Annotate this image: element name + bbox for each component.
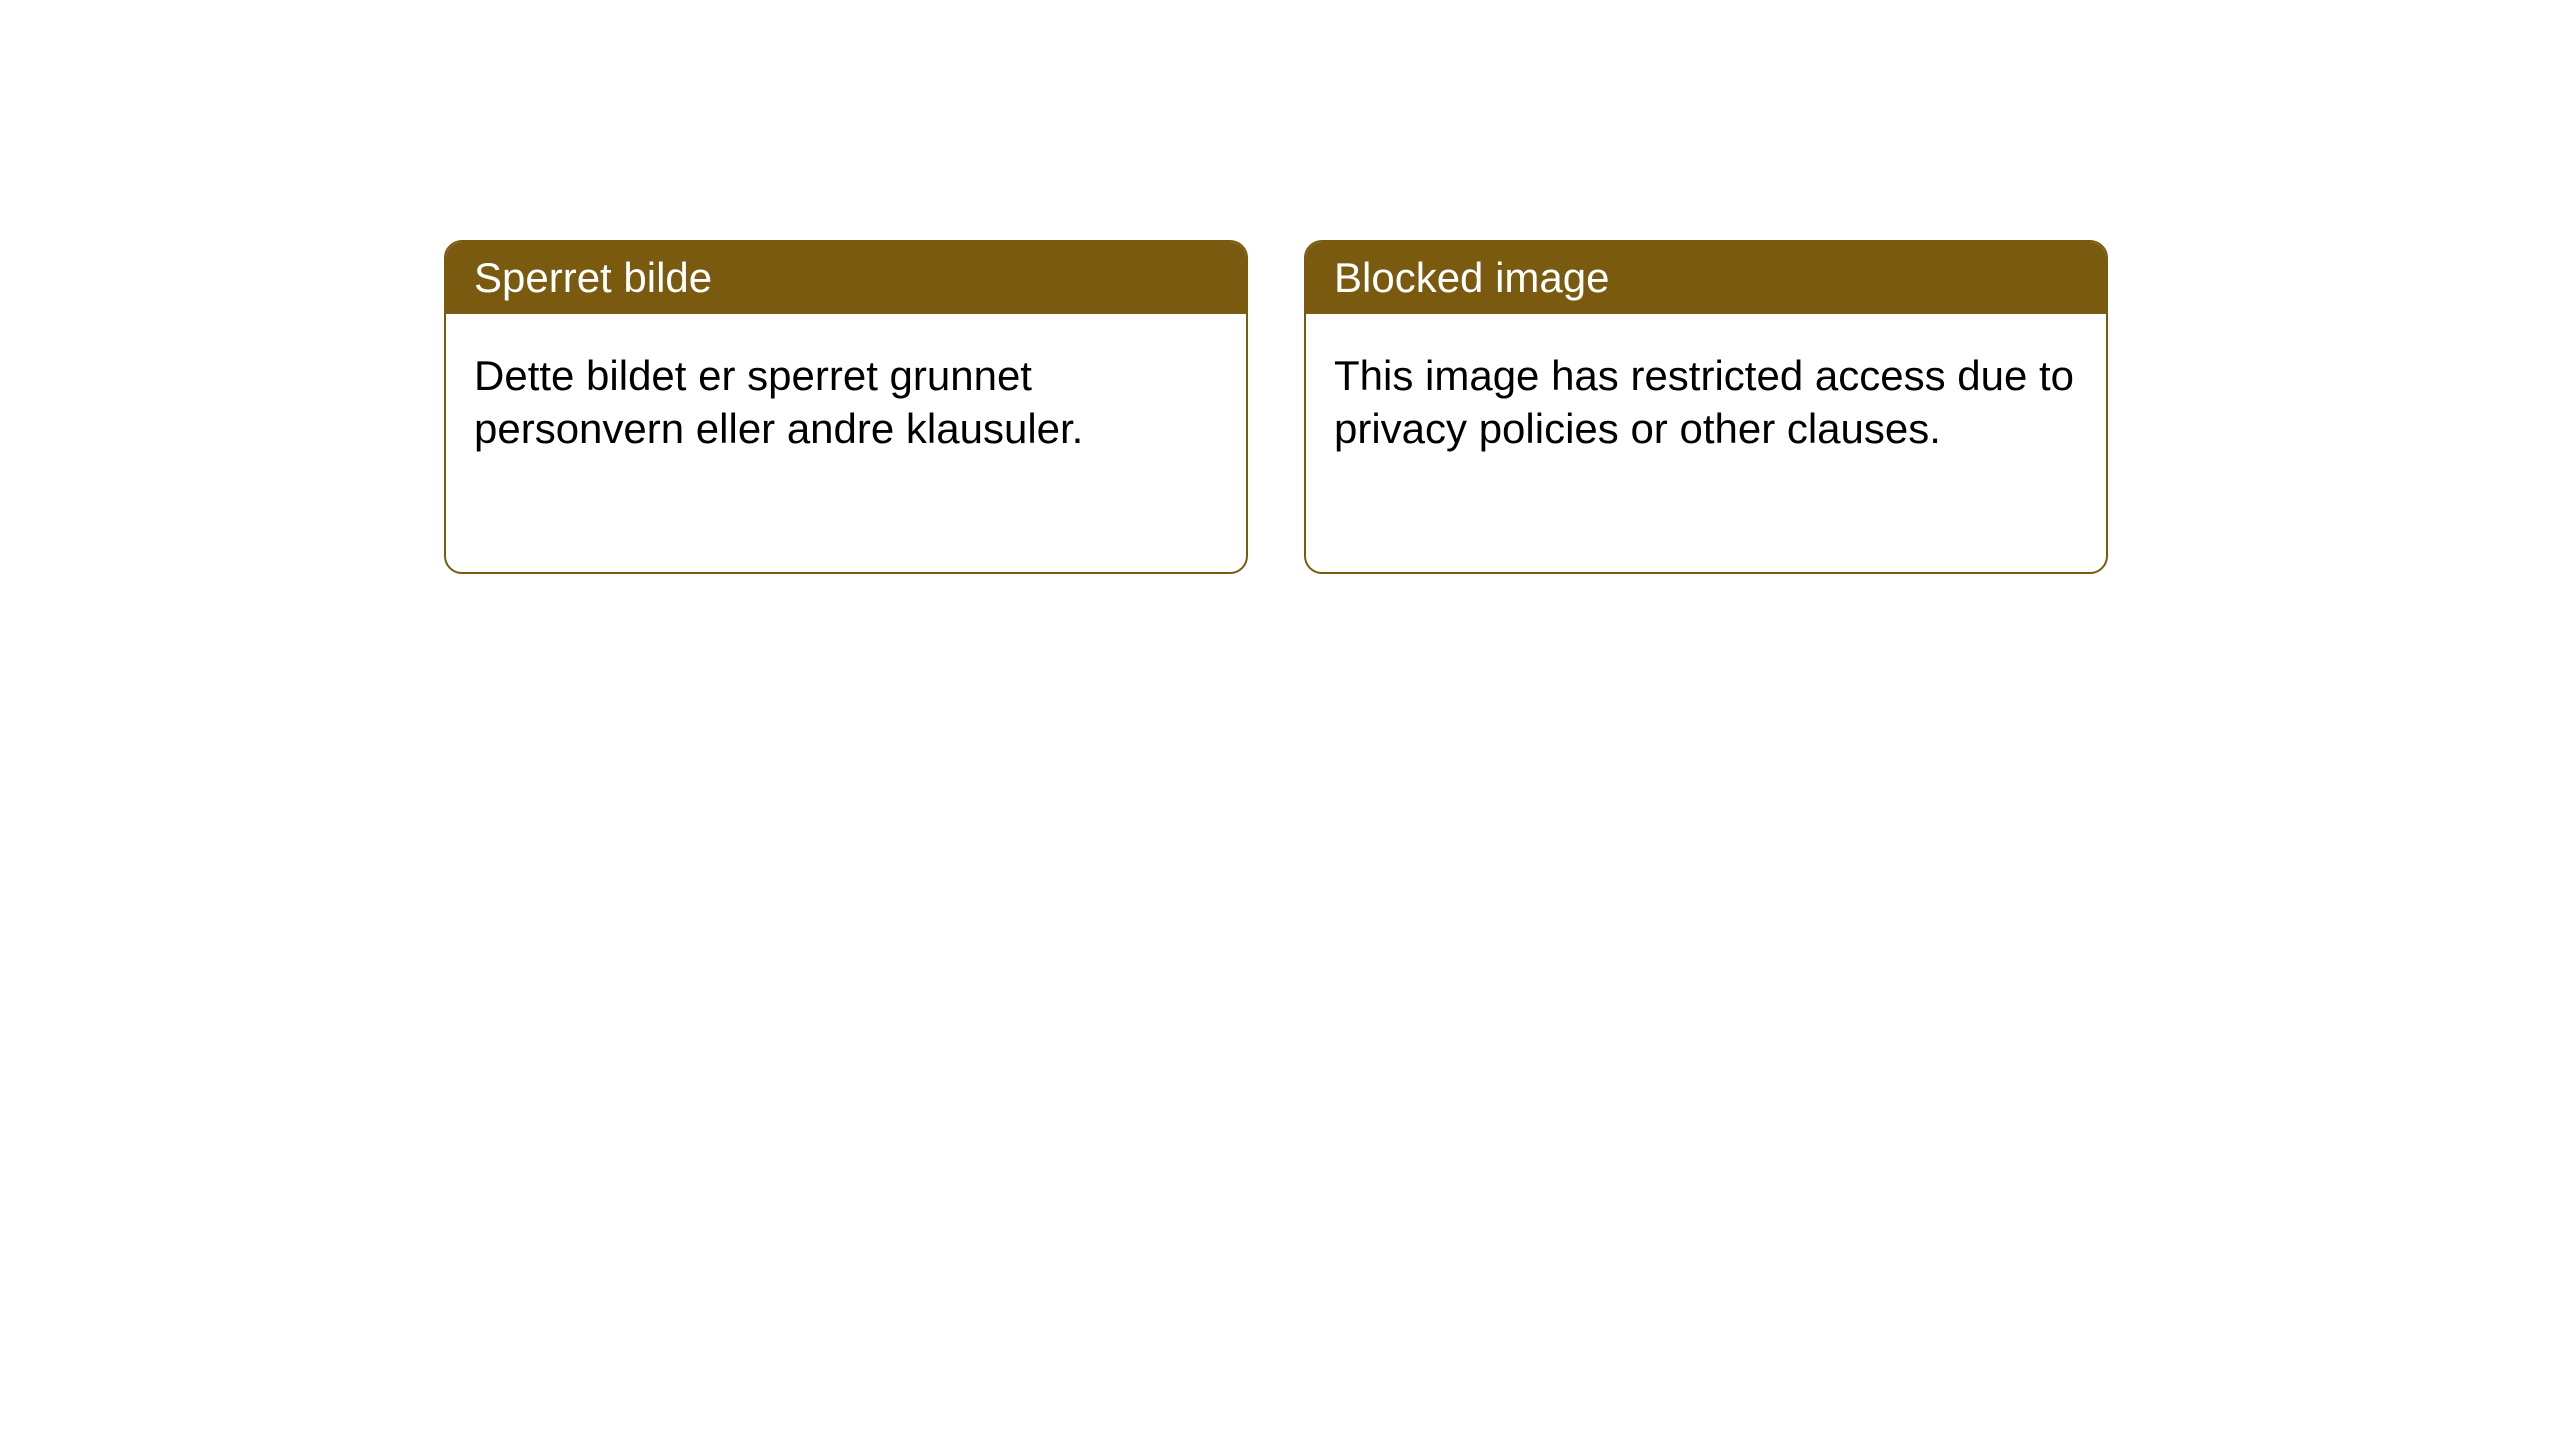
card-body: This image has restricted access due to … [1306, 314, 2106, 491]
card-title: Sperret bilde [474, 254, 712, 301]
cards-container: Sperret bilde Dette bildet er sperret gr… [0, 0, 2560, 574]
blocked-image-card-norwegian: Sperret bilde Dette bildet er sperret gr… [444, 240, 1248, 574]
card-body: Dette bildet er sperret grunnet personve… [446, 314, 1246, 491]
blocked-image-card-english: Blocked image This image has restricted … [1304, 240, 2108, 574]
card-body-text: Dette bildet er sperret grunnet personve… [474, 352, 1083, 452]
card-header: Sperret bilde [446, 242, 1246, 314]
card-body-text: This image has restricted access due to … [1334, 352, 2074, 452]
card-title: Blocked image [1334, 254, 1609, 301]
card-header: Blocked image [1306, 242, 2106, 314]
